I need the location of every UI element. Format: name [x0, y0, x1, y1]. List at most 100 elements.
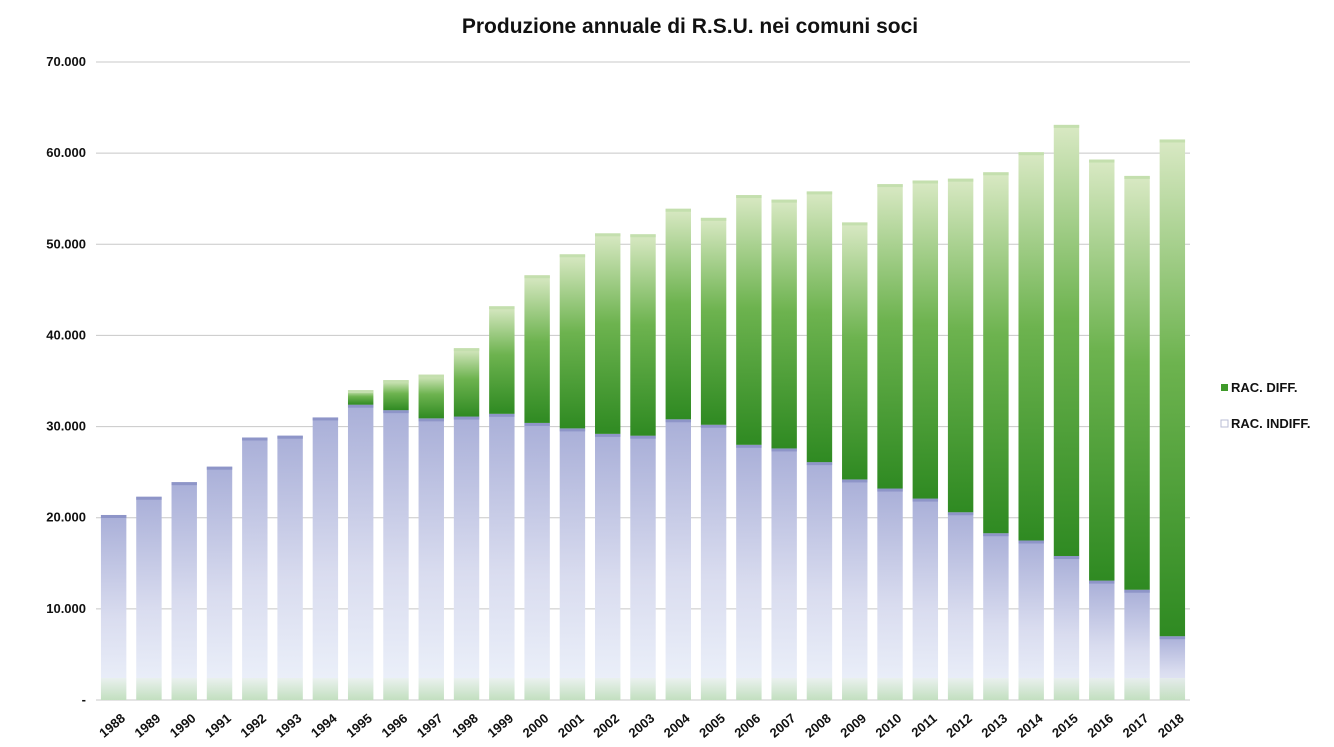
bar-rac-diff-2017 — [1124, 175, 1150, 590]
bar-rac-indiff-2001 — [559, 428, 586, 700]
bar-cap-rac-diff-2005 — [700, 217, 727, 221]
legend: RAC. DIFF. RAC. INDIFF. — [1220, 380, 1310, 431]
bar-cap-rac-diff-2013 — [983, 172, 1009, 176]
bar-rac-diff-2010 — [877, 184, 903, 489]
x-tick-label: 1991 — [202, 710, 234, 740]
y-tick-label: - — [82, 692, 86, 707]
bar-cap-rac-diff-2008 — [806, 191, 833, 195]
x-tick-label: 2017 — [1120, 710, 1152, 740]
bar-cap-rac-indiff-2005 — [700, 424, 727, 428]
bar-rac-indiff-2003 — [630, 435, 656, 700]
x-tick-label: 2015 — [1049, 710, 1081, 740]
y-tick-label: 40.000 — [46, 327, 86, 342]
bar-base-shade-1997 — [418, 678, 444, 700]
bar-base-shade-2001 — [559, 678, 586, 700]
bar-rac-indiff-1994 — [312, 417, 339, 700]
bar-cap-rac-indiff-2008 — [806, 462, 833, 466]
bar-cap-rac-diff-2011 — [912, 180, 939, 184]
bar-base-shade-2005 — [700, 678, 727, 700]
x-tick-label: 1998 — [449, 710, 481, 740]
bar-base-shade-2012 — [947, 678, 974, 700]
bar-cap-rac-indiff-1999 — [489, 413, 515, 417]
bar-cap-rac-indiff-2007 — [771, 448, 797, 452]
bar-base-shade-2010 — [877, 678, 903, 700]
bar-rac-diff-2004 — [665, 208, 691, 420]
x-tick-label: 1997 — [414, 710, 446, 740]
bars — [100, 124, 1186, 700]
bar-base-shade-1998 — [453, 678, 480, 700]
bar-cap-rac-indiff-2011 — [912, 498, 939, 502]
bar-rac-indiff-2006 — [736, 444, 762, 700]
bar-cap-rac-diff-2006 — [736, 195, 762, 199]
bar-cap-rac-diff-2009 — [842, 222, 868, 226]
bar-base-shade-1994 — [312, 678, 339, 700]
bar-base-shade-1989 — [136, 678, 162, 700]
bar-rac-diff-2014 — [1018, 152, 1044, 541]
bar-rac-diff-2006 — [736, 195, 762, 445]
bar-cap-rac-indiff-1996 — [383, 410, 409, 414]
bar-base-shade-2014 — [1018, 678, 1044, 700]
bar-rac-indiff-1998 — [453, 416, 480, 700]
y-tick-label: 60.000 — [46, 145, 86, 160]
legend-label-rac-diff: RAC. DIFF. — [1231, 380, 1297, 395]
bar-cap-rac-indiff-1998 — [453, 416, 480, 420]
bar-cap-rac-diff-2010 — [877, 184, 903, 188]
bar-base-shade-2011 — [912, 678, 939, 700]
bar-cap-rac-indiff-2003 — [630, 435, 656, 439]
y-tick-label: 30.000 — [46, 419, 86, 434]
bar-rac-indiff-1990 — [171, 482, 197, 700]
bar-cap-rac-diff-1995 — [347, 390, 374, 394]
bar-base-shade-1991 — [206, 678, 233, 700]
x-tick-label: 2000 — [520, 710, 552, 740]
bar-rac-indiff-2002 — [595, 433, 621, 700]
x-tick-label: 2011 — [908, 710, 939, 740]
bar-cap-rac-indiff-2017 — [1124, 589, 1150, 593]
bar-base-shade-2016 — [1089, 678, 1115, 700]
bar-base-shade-1993 — [277, 678, 303, 700]
bar-base-shade-1996 — [383, 678, 409, 700]
bar-base-shade-2003 — [630, 678, 656, 700]
legend-swatch-rac-indiff — [1220, 419, 1229, 428]
bar-base-shade-1988 — [100, 678, 127, 700]
x-tick-label: 2008 — [802, 710, 834, 740]
bar-rac-indiff-2012 — [947, 512, 974, 700]
bar-cap-rac-indiff-1993 — [277, 435, 303, 439]
bar-rac-diff-1996 — [383, 380, 409, 411]
bar-rac-diff-1997 — [418, 374, 444, 419]
bar-rac-indiff-1992 — [242, 437, 268, 700]
bar-cap-rac-indiff-2012 — [947, 512, 974, 516]
bar-cap-rac-diff-2002 — [595, 233, 621, 237]
bar-cap-rac-diff-2014 — [1018, 152, 1044, 156]
bar-rac-diff-1999 — [489, 306, 515, 414]
bar-cap-rac-indiff-2010 — [877, 488, 903, 492]
bar-cap-rac-indiff-2016 — [1089, 580, 1115, 584]
bar-cap-rac-indiff-1992 — [242, 437, 268, 441]
bar-rac-diff-2005 — [700, 217, 727, 425]
bar-base-shade-2007 — [771, 678, 797, 700]
bar-cap-rac-diff-2017 — [1124, 175, 1150, 179]
x-tick-label: 2016 — [1084, 710, 1116, 740]
bar-base-shade-2015 — [1053, 678, 1080, 700]
x-tick-label: 2004 — [661, 710, 693, 741]
x-tick-label: 1994 — [308, 710, 340, 741]
legend-label-rac-indiff: RAC. INDIFF. — [1231, 416, 1310, 431]
bar-rac-indiff-1995 — [347, 404, 374, 700]
bar-rac-diff-2007 — [771, 199, 797, 449]
bar-cap-rac-diff-2000 — [524, 275, 550, 279]
bar-cap-rac-indiff-2002 — [595, 433, 621, 437]
bar-base-shade-2000 — [524, 678, 550, 700]
y-tick-label: 20.000 — [46, 510, 86, 525]
bar-cap-rac-indiff-1994 — [312, 417, 339, 421]
bar-rac-indiff-1999 — [489, 413, 515, 700]
bar-cap-rac-indiff-2015 — [1053, 555, 1080, 559]
bar-rac-diff-2000 — [524, 275, 550, 423]
x-tick-label: 2002 — [590, 710, 622, 740]
x-tick-label: 2006 — [731, 710, 763, 740]
y-tick-label: 50.000 — [46, 236, 86, 251]
bar-rac-indiff-2010 — [877, 488, 903, 700]
bar-cap-rac-indiff-1990 — [171, 482, 197, 486]
x-tick-label: 1992 — [237, 710, 269, 740]
bar-base-shade-2018 — [1159, 678, 1186, 700]
bar-rac-indiff-2011 — [912, 498, 939, 700]
x-tick-label: 2013 — [978, 710, 1010, 740]
